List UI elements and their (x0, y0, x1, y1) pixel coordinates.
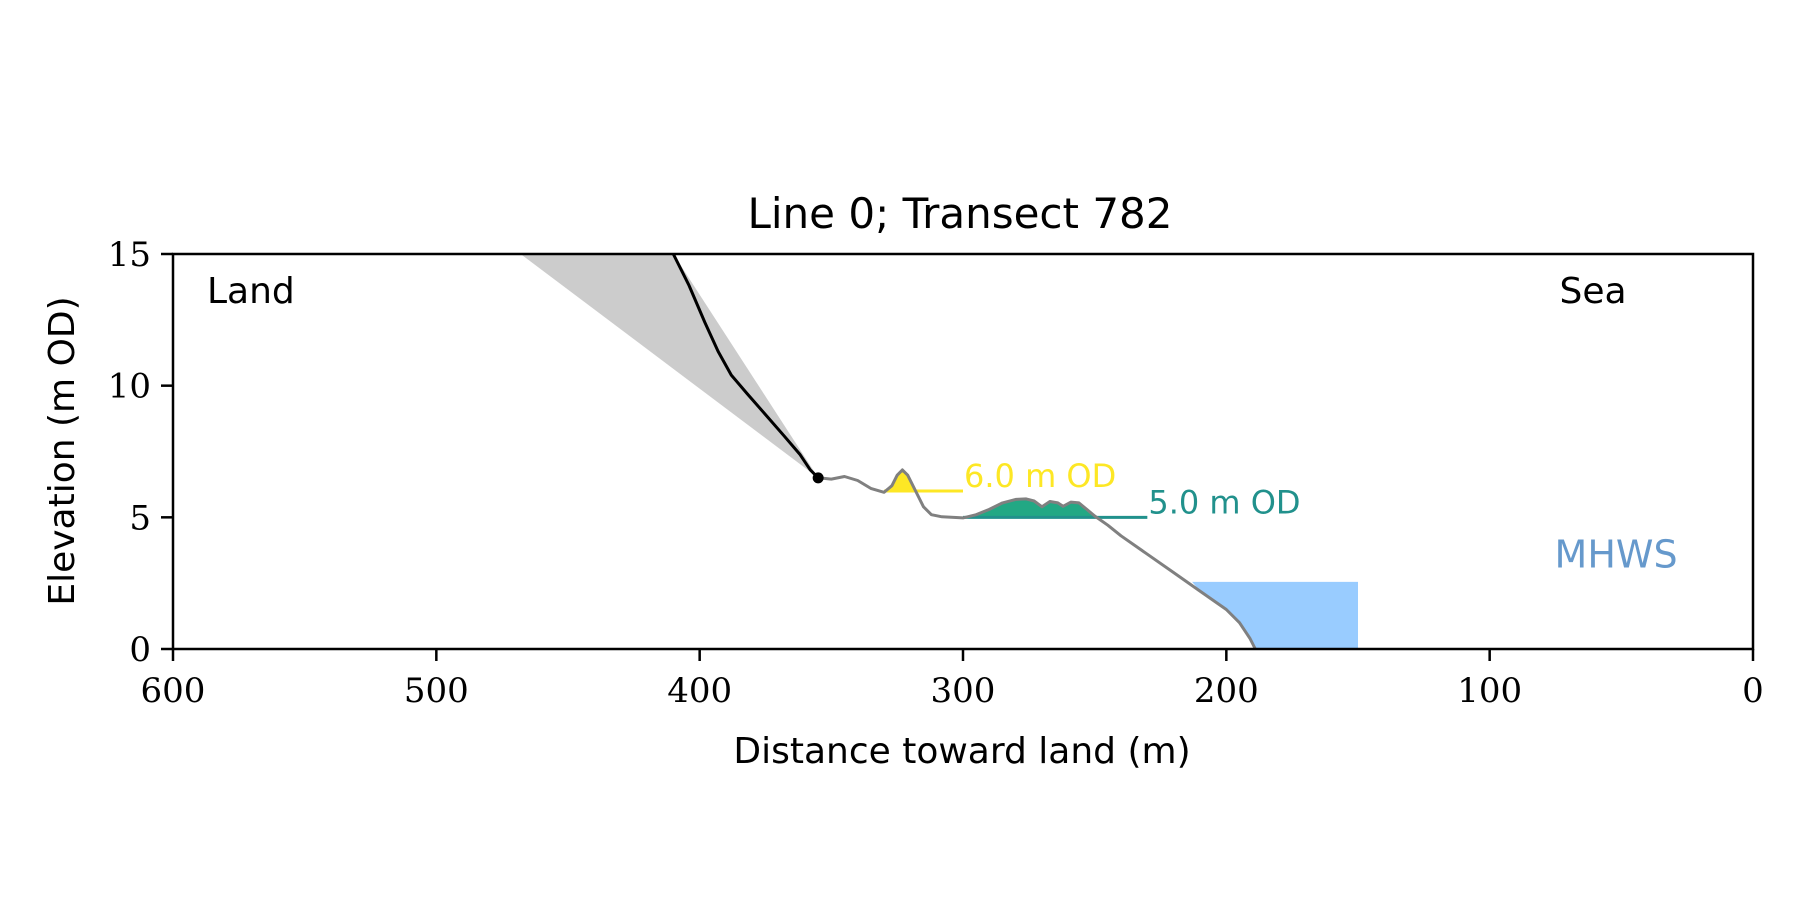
mhws-area (1192, 581, 1358, 649)
y-tick-label: 10 (108, 367, 151, 407)
x-tick-label: 500 (404, 671, 469, 711)
y-axis-label: Elevation (m OD) (42, 296, 83, 605)
x-axis: 600 500 400 300 200 100 0 (141, 649, 1764, 711)
x-tick-label: 300 (931, 671, 996, 711)
level-6-label: 6.0 m OD (964, 457, 1116, 495)
x-tick-label: 400 (667, 671, 732, 711)
y-tick-label: 0 (129, 630, 151, 670)
x-tick-label: 0 (1742, 671, 1764, 711)
x-axis-label: Distance toward land (m) (733, 731, 1190, 772)
y-tick-label: 5 (129, 498, 151, 538)
y-axis: 0 5 10 15 (108, 235, 173, 670)
land-label: Land (207, 271, 295, 312)
x-tick-label: 200 (1194, 671, 1259, 711)
x-tick-label: 100 (1457, 671, 1522, 711)
mhws-label: MHWS (1555, 532, 1678, 576)
level-5-label: 5.0 m OD (1148, 483, 1300, 521)
sea-label: Sea (1559, 271, 1626, 312)
cliff-profile-line (671, 253, 820, 479)
chart-title: Line 0; Transect 782 (747, 189, 1172, 238)
cliff-wedge-area (520, 254, 819, 478)
beach-profile-line (818, 468, 1257, 650)
y-tick-label: 15 (108, 235, 151, 275)
plot-frame (171, 252, 1755, 651)
cliff-toe-point (812, 472, 824, 484)
x-tick-label: 600 (141, 671, 206, 711)
level-5-fill-area (963, 498, 1098, 518)
